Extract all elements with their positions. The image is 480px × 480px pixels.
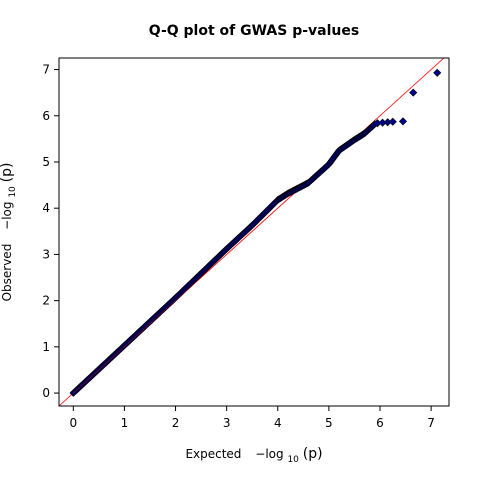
y-tick-label: 3 [42, 247, 50, 261]
x-axis-label-main: Expected [185, 447, 241, 461]
x-tick-label: 0 [69, 416, 77, 430]
y-tick-label: 5 [42, 155, 50, 169]
plot-frame [58, 57, 450, 407]
y-axis-label-math-prefix: −log [0, 202, 14, 230]
x-tick-label: 4 [274, 416, 282, 430]
x-tick-label: 5 [325, 416, 333, 430]
x-axis-label: Expected −log 10 (p) [185, 446, 322, 465]
y-axis-label-math-sub: 10 [8, 186, 18, 198]
tail-data-point [433, 68, 442, 77]
x-tick-label: 1 [121, 416, 129, 430]
x-axis-label-math-arg: (p) [303, 446, 323, 462]
x-tick-label: 3 [223, 416, 231, 430]
x-axis-label-math-sub: 10 [287, 455, 299, 465]
x-tick-label: 2 [172, 416, 180, 430]
y-axis-ticks: 0 1 2 3 4 5 6 7 [42, 63, 59, 400]
chart-title: Q-Q plot of GWAS p-values [149, 23, 359, 39]
tail-data-point [388, 117, 397, 126]
y-tick-label: 1 [42, 340, 50, 354]
y-axis-label-main: Observed [0, 244, 14, 302]
x-tick-label: 7 [427, 416, 435, 430]
x-axis-label-math-prefix: −log [255, 447, 283, 461]
y-axis-label: Observed −log 10 (p) [0, 163, 18, 302]
y-tick-label: 2 [42, 294, 50, 308]
x-tick-label: 6 [376, 416, 384, 430]
y-axis-label-math-arg: (p) [0, 163, 15, 183]
y-tick-label: 0 [42, 386, 50, 400]
tail-data-point [398, 117, 408, 126]
reference-line-overlay [73, 198, 289, 394]
y-tick-label: 6 [42, 109, 50, 123]
y-tick-label: 4 [42, 201, 50, 215]
y-tick-label: 7 [42, 63, 50, 77]
chart-marks [59, 58, 445, 406]
x-axis-ticks: 0 1 2 3 4 5 6 7 [69, 406, 435, 430]
tail-data-point [409, 88, 418, 97]
